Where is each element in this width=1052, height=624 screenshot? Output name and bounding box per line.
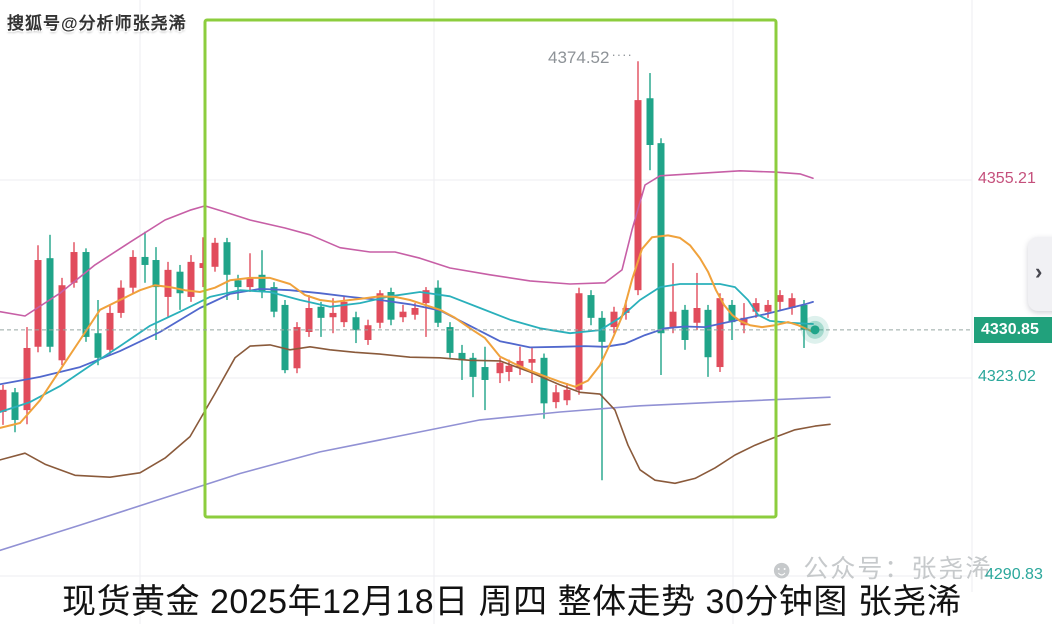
price-label-upper-band: 4355.21 (978, 170, 1036, 187)
watermark-wechat-text: 公众号：张尧浠 (803, 555, 993, 583)
high-price-annotation: 4374.52 ···· (548, 47, 633, 68)
watermark-author: 搜狐号@分析师张尧浠 (7, 14, 187, 33)
high-price-value: 4374.52 (548, 48, 610, 67)
dotted-leader: ···· (611, 47, 633, 62)
price-label-low: 4290.83 (985, 566, 1043, 583)
current-price-tag: 4330.85 (974, 317, 1052, 343)
smiley-icon: ☻ (768, 554, 798, 584)
price-label-mid: 4323.02 (978, 368, 1036, 385)
watermark-wechat: ☻ 公众号：张尧浠 (768, 549, 992, 585)
chart-caption: 现货黄金 2025年12月18日 周四 整体走势 30分钟图 张尧浠 (62, 583, 962, 621)
collapse-panel-button[interactable]: › (1028, 237, 1052, 311)
chevron-right-icon: › (1035, 259, 1043, 284)
